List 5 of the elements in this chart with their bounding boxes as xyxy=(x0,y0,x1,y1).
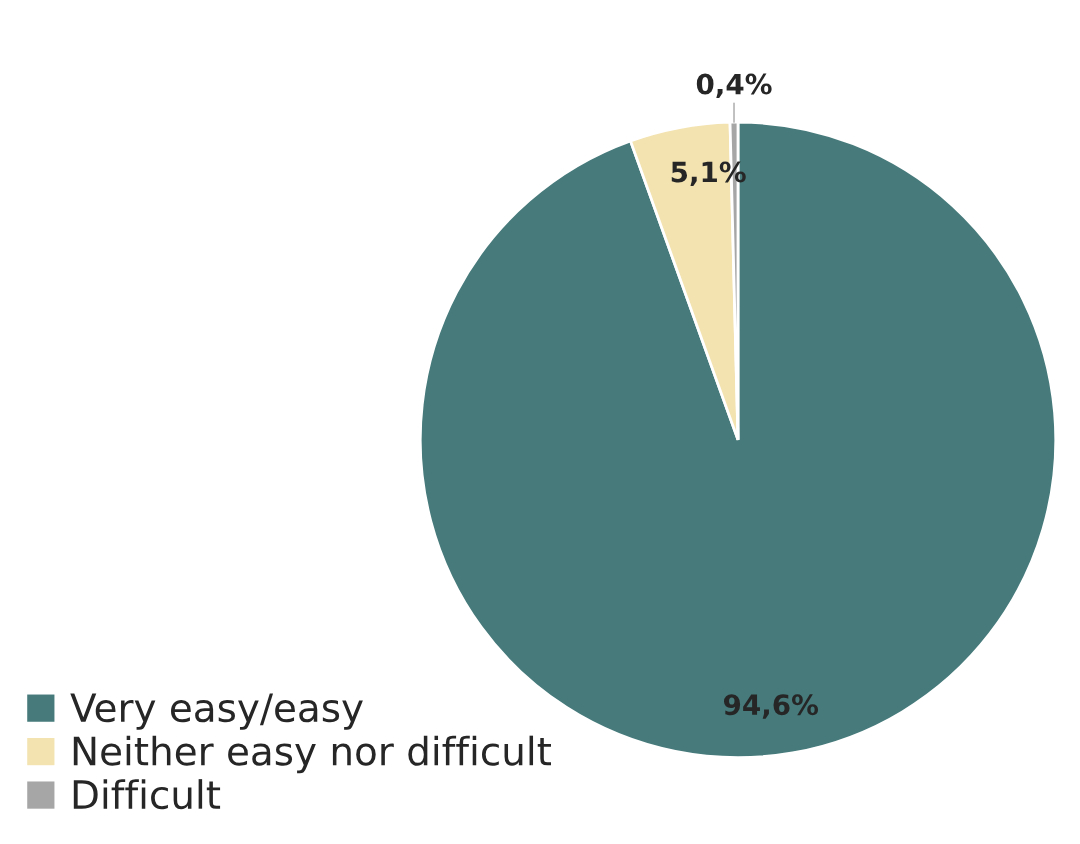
legend-label: Very easy/easy xyxy=(70,693,363,730)
data-label: 94,6% xyxy=(724,694,819,719)
legend-label: Neither easy nor difficult xyxy=(73,735,551,774)
legend-label: Difficult xyxy=(73,779,221,810)
data-label: 0,4% xyxy=(696,73,772,99)
